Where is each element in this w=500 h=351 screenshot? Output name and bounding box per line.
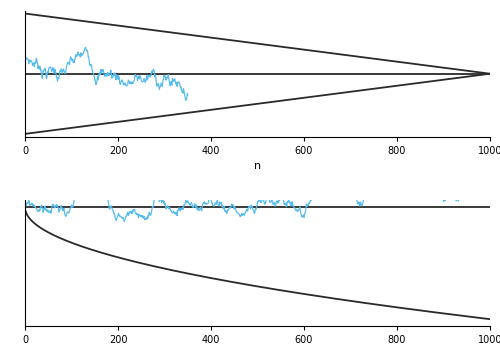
- X-axis label: n: n: [254, 161, 261, 172]
